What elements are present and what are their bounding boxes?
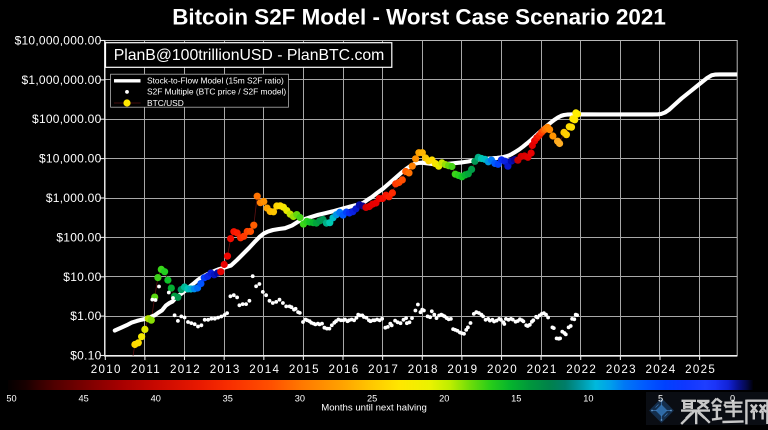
svg-text:2021: 2021 [527, 363, 558, 376]
svg-text:25: 25 [367, 394, 377, 404]
svg-text:$10,000.00: $10,000.00 [39, 152, 102, 166]
svg-text:Bitcoin S2F Model - Worst Case: Bitcoin S2F Model - Worst Case Scenario … [172, 5, 666, 30]
svg-text:$10.00: $10.00 [63, 270, 101, 284]
svg-text:S2F Multiple (BTC price / S2F: S2F Multiple (BTC price / S2F model) [147, 87, 286, 97]
svg-text:2010: 2010 [91, 363, 122, 376]
svg-text:30: 30 [295, 394, 305, 404]
svg-text:2012: 2012 [170, 363, 201, 376]
svg-text:$1,000,000.00: $1,000,000.00 [22, 73, 102, 87]
svg-text:2022: 2022 [566, 363, 597, 376]
svg-text:35: 35 [223, 394, 233, 404]
svg-text:2017: 2017 [368, 363, 399, 376]
svg-text:$100,000.00: $100,000.00 [32, 112, 102, 126]
svg-text:2015: 2015 [289, 363, 320, 376]
svg-text:2016: 2016 [329, 363, 360, 376]
svg-text:Stock-to-Flow Model (15m S2F r: Stock-to-Flow Model (15m S2F ratio) [147, 76, 284, 86]
svg-text:PlanB@100trillionUSD - PlanBTC: PlanB@100trillionUSD - PlanBTC.com [114, 47, 385, 64]
svg-text:$0.10: $0.10 [70, 349, 101, 363]
svg-text:2023: 2023 [606, 363, 637, 376]
svg-text:BTC/USD: BTC/USD [147, 98, 184, 108]
svg-text:10: 10 [583, 394, 593, 404]
svg-text:15: 15 [511, 394, 521, 404]
svg-text:$1.00: $1.00 [70, 309, 101, 323]
svg-text:2024: 2024 [646, 363, 677, 376]
svg-text:Months until next halving: Months until next halving [321, 403, 427, 414]
svg-text:2011: 2011 [131, 363, 161, 376]
svg-text:40: 40 [151, 394, 161, 404]
svg-text:50: 50 [6, 394, 16, 404]
svg-text:2018: 2018 [408, 363, 439, 376]
svg-text:$100.00: $100.00 [56, 230, 101, 244]
svg-text:45: 45 [78, 394, 88, 404]
svg-text:2019: 2019 [447, 363, 478, 376]
svg-text:5: 5 [658, 394, 663, 404]
svg-text:2020: 2020 [487, 363, 518, 376]
svg-text:$10,000,000.00: $10,000,000.00 [15, 34, 102, 48]
svg-text:2013: 2013 [210, 363, 241, 376]
svg-text:2025: 2025 [685, 363, 716, 376]
svg-text:20: 20 [439, 394, 449, 404]
svg-text:2014: 2014 [249, 363, 280, 376]
svg-text:0: 0 [730, 394, 735, 404]
svg-text:$1,000.00: $1,000.00 [46, 191, 102, 205]
